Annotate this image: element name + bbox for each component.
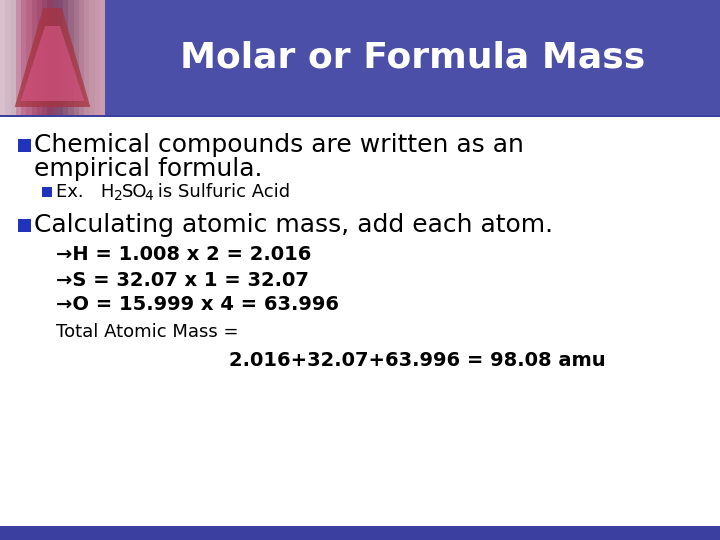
Bar xyxy=(26,0,32,115)
Bar xyxy=(58,0,63,115)
Text: Molar or Formula Mass: Molar or Formula Mass xyxy=(180,40,645,75)
Bar xyxy=(42,0,48,115)
Text: Ex.   H: Ex. H xyxy=(56,183,114,201)
Text: is Sulfuric Acid: is Sulfuric Acid xyxy=(152,183,290,201)
Bar xyxy=(0,0,5,115)
Bar xyxy=(63,0,68,115)
Text: 2: 2 xyxy=(114,189,122,203)
Bar xyxy=(0,0,720,115)
Bar xyxy=(100,0,105,115)
Bar xyxy=(48,0,53,115)
Bar xyxy=(18,219,31,232)
Text: Chemical compounds are written as an: Chemical compounds are written as an xyxy=(34,133,524,157)
Bar xyxy=(16,0,21,115)
Bar xyxy=(5,0,11,115)
Text: →H = 1.008 x 2 = 2.016: →H = 1.008 x 2 = 2.016 xyxy=(56,246,311,265)
Text: SO: SO xyxy=(122,183,148,201)
Text: →S = 32.07 x 1 = 32.07: →S = 32.07 x 1 = 32.07 xyxy=(56,271,309,289)
Bar xyxy=(73,0,78,115)
Bar xyxy=(11,0,16,115)
Text: Calculating atomic mass, add each atom.: Calculating atomic mass, add each atom. xyxy=(34,213,553,237)
Bar xyxy=(89,0,94,115)
Text: empirical formula.: empirical formula. xyxy=(34,157,263,181)
Text: 2.016+32.07+63.996 = 98.08 amu: 2.016+32.07+63.996 = 98.08 amu xyxy=(229,350,606,369)
Bar xyxy=(21,0,26,115)
Bar xyxy=(53,0,58,115)
Bar xyxy=(37,0,42,115)
Bar xyxy=(78,0,84,115)
Bar xyxy=(84,0,89,115)
Bar xyxy=(94,0,100,115)
Bar xyxy=(18,138,31,152)
Bar xyxy=(68,0,73,115)
Bar xyxy=(0,115,720,117)
Text: →O = 15.999 x 4 = 63.996: →O = 15.999 x 4 = 63.996 xyxy=(56,295,339,314)
Text: Total Atomic Mass =: Total Atomic Mass = xyxy=(56,323,238,341)
Bar xyxy=(32,0,37,115)
Polygon shape xyxy=(21,26,84,101)
Bar xyxy=(42,187,52,197)
Polygon shape xyxy=(14,8,90,107)
Text: 4: 4 xyxy=(144,189,153,203)
Bar xyxy=(0,526,720,540)
